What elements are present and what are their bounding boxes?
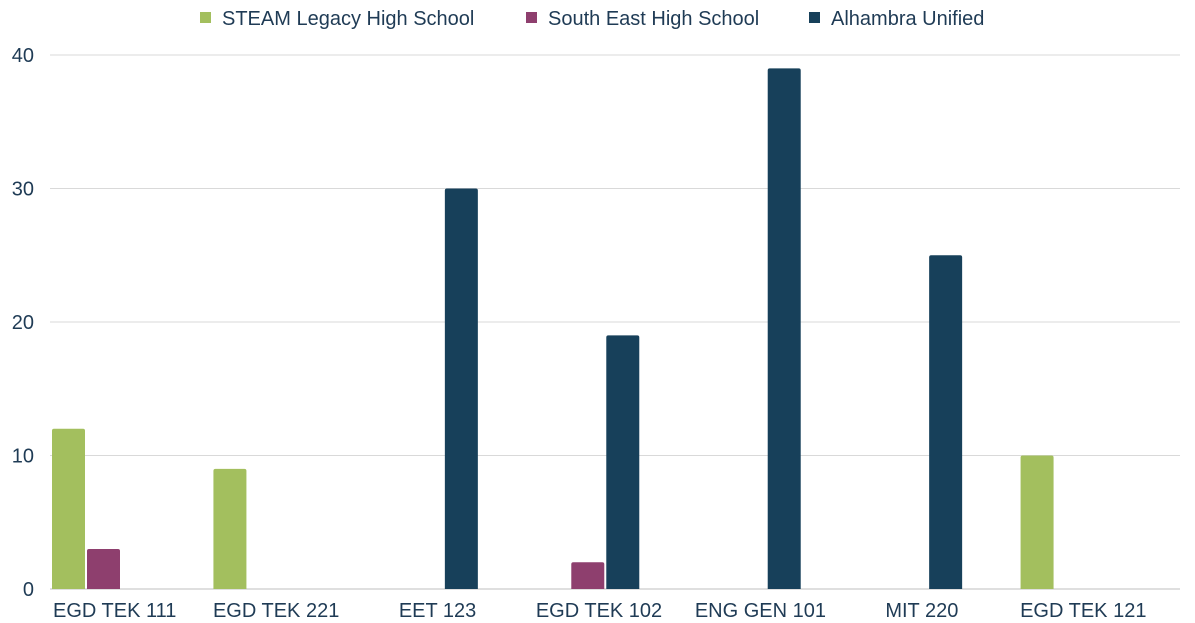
bar [606, 335, 640, 589]
x-tick-label: EGD TEK 121 [1020, 600, 1146, 622]
bar [571, 562, 605, 589]
legend-label: STEAM Legacy High School [222, 8, 474, 30]
bar [444, 188, 478, 589]
legend-label: Alhambra Unified [831, 8, 984, 30]
bar [1020, 455, 1054, 589]
y-tick-label: 40 [12, 45, 34, 67]
legend: STEAM Legacy High School South East High … [200, 8, 984, 30]
legend-label: South East High School [548, 8, 759, 30]
y-tick-label: 10 [12, 446, 34, 468]
y-tick-label: 30 [12, 179, 34, 201]
legend-item: STEAM Legacy High School [200, 8, 474, 30]
legend-swatch [200, 12, 211, 23]
bar [87, 548, 120, 589]
bars [52, 68, 1054, 590]
bar [213, 468, 247, 589]
gridlines [50, 54, 1180, 590]
bar [767, 68, 801, 590]
x-tick-label: EET 123 [399, 600, 476, 622]
x-tick-label: MIT 220 [885, 600, 958, 622]
legend-item: South East High School [526, 8, 759, 30]
x-tick-label: EGD TEK 111 [53, 600, 176, 622]
x-tick-label: EGD TEK 102 [536, 600, 662, 622]
y-tick-label: 0 [23, 579, 34, 601]
bar [929, 255, 963, 589]
legend-item: Alhambra Unified [809, 8, 984, 30]
x-tick-label: ENG GEN 101 [695, 600, 826, 622]
x-axis-ticks: EGD TEK 111 EGD TEK 221 EET 123 EGD TEK 102… [53, 600, 1146, 622]
bar [52, 428, 85, 589]
legend-swatch [526, 12, 537, 23]
y-axis-ticks: 0 10 20 30 40 [12, 45, 34, 601]
y-tick-label: 20 [12, 312, 34, 334]
x-tick-label: EGD TEK 221 [213, 600, 339, 622]
legend-swatch [809, 12, 820, 23]
